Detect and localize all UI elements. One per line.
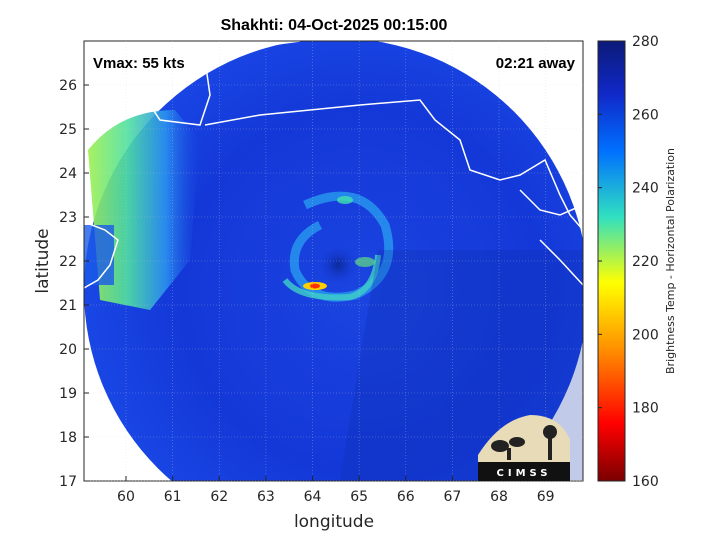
time-away-label: 02:21 away (496, 55, 576, 72)
y-tick-label: 23 (59, 210, 77, 226)
y-axis-label: latitude (33, 228, 53, 293)
x-tick-label: 61 (164, 489, 182, 505)
logo-text: CIMSS (497, 468, 552, 479)
cimss-logo: CIMSS (478, 415, 570, 481)
colorbar-tick-label: 160 (632, 474, 659, 490)
y-tick-label: 26 (59, 78, 77, 94)
colorbar-tick-label: 180 (632, 401, 659, 417)
chart-title: Shakhti: 04-Oct-2025 00:15:00 (221, 17, 448, 34)
y-tick-label: 24 (59, 166, 77, 182)
colorbar-tick-label: 220 (632, 254, 659, 270)
x-tick-label: 60 (117, 489, 135, 505)
y-tick-label: 25 (59, 122, 77, 138)
y-axis: 17 18 19 20 21 22 23 24 25 26 (59, 78, 89, 490)
y-tick-label: 20 (59, 342, 77, 358)
x-axis-label: longitude (294, 512, 374, 532)
colorbar: 160 180 200 220 240 260 280 Brightness Temp - … (597, 34, 677, 490)
x-axis: 60 61 62 63 64 65 66 67 68 69 (117, 476, 555, 505)
x-tick-label: 66 (397, 489, 415, 505)
colorbar-tick-label: 280 (632, 34, 659, 50)
y-tick-label: 21 (59, 298, 77, 314)
vmax-label: Vmax: 55 kts (93, 55, 185, 72)
colorbar-label: Brightness Temp - Horizontal Polarizatio… (664, 148, 677, 374)
colorbar-ticks: 160 180 200 220 240 260 280 (598, 34, 659, 490)
x-tick-label: 69 (537, 489, 555, 505)
x-tick-label: 65 (350, 489, 368, 505)
x-tick-label: 64 (304, 489, 322, 505)
x-tick-label: 62 (210, 489, 228, 505)
y-tick-label: 17 (59, 474, 77, 490)
colorbar-tick-label: 260 (632, 107, 659, 123)
x-tick-label: 63 (257, 489, 275, 505)
y-tick-label: 22 (59, 254, 77, 270)
plot-area: 60 61 62 63 64 65 66 67 68 69 17 18 19 20 21 22 23 24 25 2… (33, 40, 584, 532)
y-tick-label: 19 (59, 386, 77, 402)
x-tick-label: 68 (490, 489, 508, 505)
colorbar-tick-label: 240 (632, 181, 659, 197)
grid-lines (84, 41, 583, 482)
colorbar-tick-label: 200 (632, 327, 659, 343)
x-tick-label: 67 (444, 489, 462, 505)
y-tick-label: 18 (59, 430, 77, 446)
